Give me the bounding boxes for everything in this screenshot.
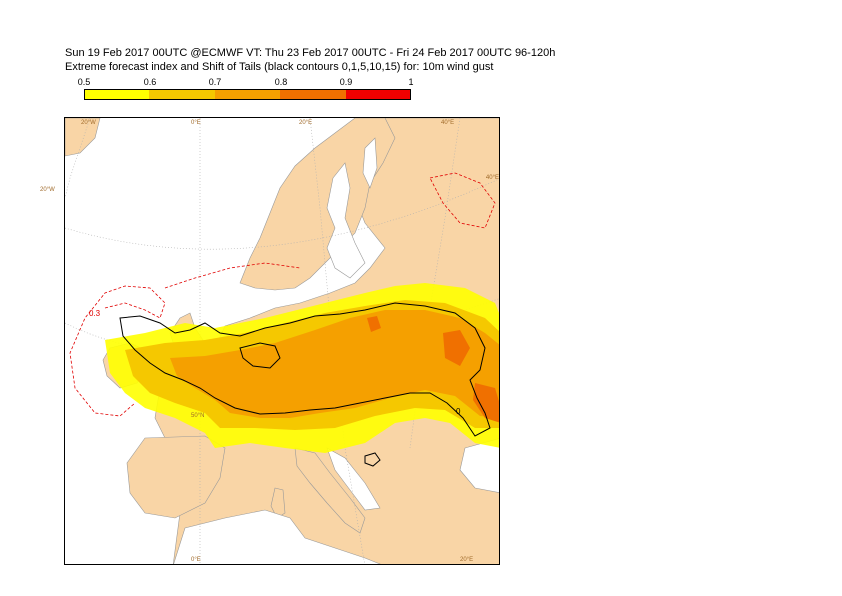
label-lon-40e-right: 40°E <box>485 175 499 181</box>
red-contour-north <box>164 262 301 289</box>
legend-swatch-0 <box>84 89 150 100</box>
sot-contour-3 <box>364 452 381 467</box>
map-svg <box>65 118 499 564</box>
label-lon-0e-top: 0°E <box>191 120 201 126</box>
legend-frame <box>84 89 411 100</box>
legend-swatch-1 <box>149 89 215 100</box>
label-lat-50n: 50°N <box>191 413 205 419</box>
seas <box>173 137 499 564</box>
label-lon-0e-bottom: 0°E <box>191 557 201 563</box>
land-scandinavia <box>239 118 396 291</box>
sot-contour-1 <box>119 302 491 437</box>
land-iceland <box>65 118 101 157</box>
legend-tick-5: 1 <box>408 77 414 87</box>
legend-tick-2: 0.7 <box>208 77 222 87</box>
sot-contour-2 <box>239 342 281 369</box>
graticule-lon-20w <box>65 118 91 199</box>
adriatic <box>326 447 381 511</box>
chart-title-line-1: Sun 19 Feb 2017 00UTC @ECMWF VT: Thu 23 … <box>65 47 556 59</box>
legend-swatch-3 <box>280 89 346 100</box>
legend-swatch-2 <box>214 89 281 100</box>
legend-tick-3: 0.8 <box>274 77 288 87</box>
efi-0.7-area <box>170 310 499 418</box>
mediterranean <box>173 509 381 564</box>
efi-0.8-area-3 <box>367 316 381 332</box>
legend-tick-1: 0.6 <box>143 77 157 87</box>
label-lon-20w-left: 20°W <box>40 187 55 193</box>
efi-0.8-area-1 <box>443 330 470 366</box>
legend-tick-0: 0.5 <box>77 77 91 87</box>
gulf-of-bothnia <box>362 137 378 189</box>
legend-tick-4: 0.9 <box>339 77 353 87</box>
contour-label-0: 0 <box>456 407 461 416</box>
label-lon-20e-bottom: 20°E <box>460 557 474 563</box>
label-lon-20e-top: 20°E <box>299 120 313 126</box>
label-lon-20w-top: 20°W <box>81 120 96 126</box>
chart-title-line-2: Extreme forecast index and Shift of Tail… <box>65 61 494 73</box>
efi-0.8-area-2 <box>473 383 499 423</box>
red-contour-east <box>429 172 496 229</box>
map-panel: 20°W 0°E 20°E 40°E 40°E 50°N 0°E 20°E 0.… <box>64 117 500 565</box>
label-lon-40e-top: 40°E <box>441 120 455 126</box>
sot-contours <box>119 302 491 467</box>
red-contour-west <box>69 285 166 417</box>
land-italy <box>294 447 366 534</box>
baltic-sea <box>326 162 366 279</box>
contour-label-0.3: 0.3 <box>89 309 101 318</box>
red-dashed-contours <box>69 172 496 417</box>
efi-shading <box>105 283 499 453</box>
legend-swatch-4 <box>345 89 411 100</box>
